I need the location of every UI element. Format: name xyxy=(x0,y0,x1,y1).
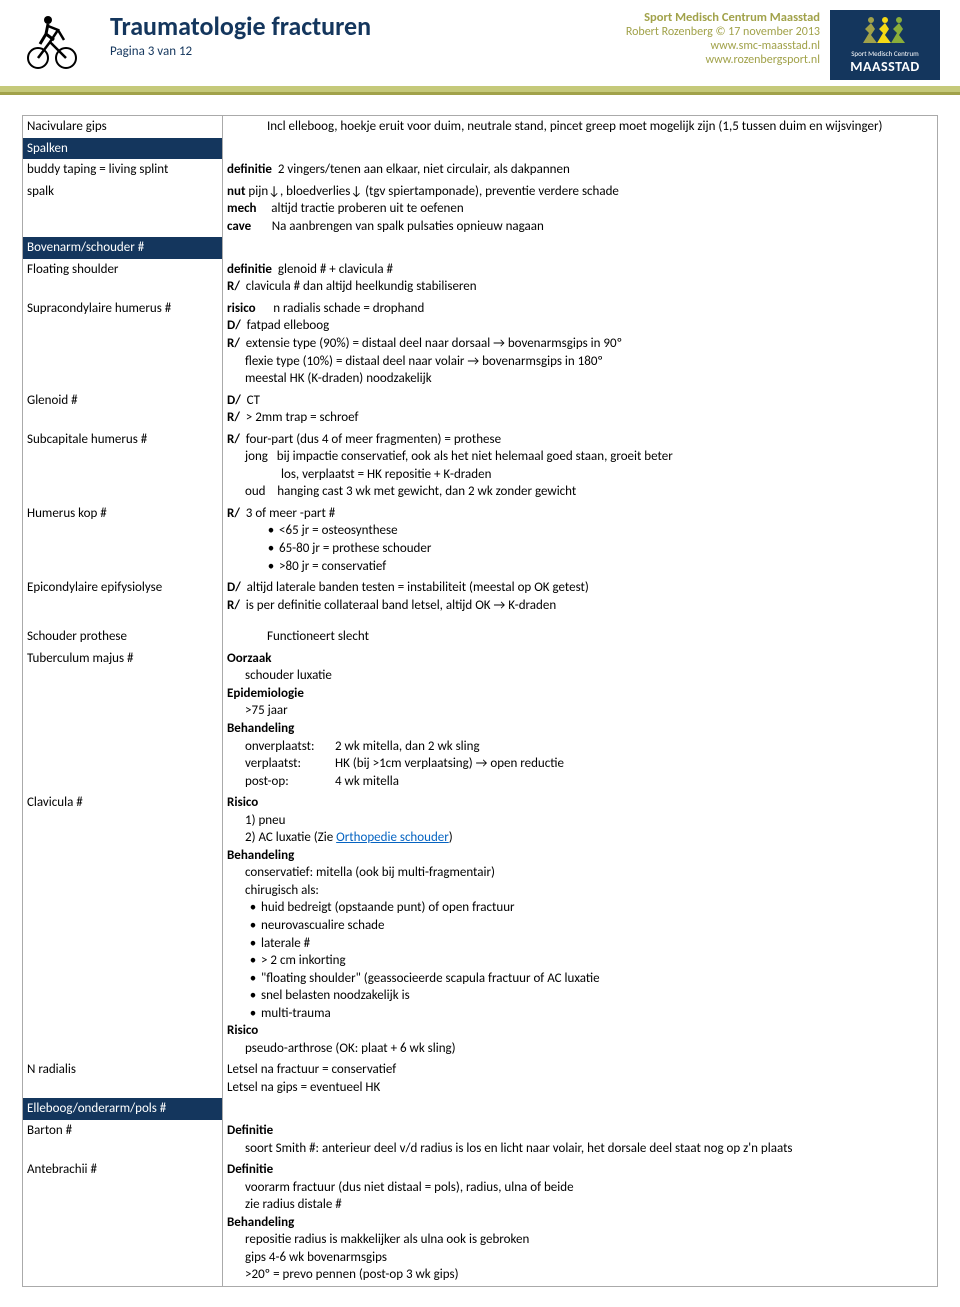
row-label: Subcapitale humerus # xyxy=(23,429,223,503)
row-label: N radialis xyxy=(23,1059,223,1098)
row-content: R/ 3 of meer -part # •<65 jr = osteosynt… xyxy=(223,503,938,577)
table-row: Barton # Definitie soort Smith #: anteri… xyxy=(23,1120,938,1159)
row-label: Epicondylaire epifysiolyse xyxy=(23,577,223,616)
row-label: Clavicula # xyxy=(23,792,223,1059)
section-header: Spalken xyxy=(23,138,223,160)
table-row: Antebrachii # Definitie voorarm fractuur… xyxy=(23,1159,938,1286)
bullet-icon: • xyxy=(263,540,279,558)
bullet-icon: • xyxy=(245,917,261,935)
row-content: Risico 1) pneu 2) AC luxatie (Zie Orthop… xyxy=(223,792,938,1059)
row-content: Oorzaak schouder luxatie Epidemiologie >… xyxy=(223,648,938,792)
row-content: Definitie soort Smith #: anterieur deel … xyxy=(223,1120,938,1159)
title-block: Traumatologie fracturen Pagina 3 van 12 xyxy=(110,10,626,59)
row-content: R/ four-part (dus 4 of meer fragmenten) … xyxy=(223,429,938,503)
runners-icon xyxy=(855,15,915,47)
row-content: nut pijn↓, bloedverlies↓ (tgv spiertampo… xyxy=(223,181,938,238)
bullet-icon: • xyxy=(245,970,261,988)
row-content: D/ CT R/ > 2mm trap = schroef xyxy=(223,390,938,429)
table-row: Glenoid # D/ CT R/ > 2mm trap = schroef xyxy=(23,390,938,429)
logo-subtitle: Sport Medisch Centrum xyxy=(851,49,919,58)
bullet-icon: • xyxy=(245,1005,261,1023)
org-name: Sport Medisch Centrum Maasstad xyxy=(626,10,820,25)
page-title: Traumatologie fracturen xyxy=(110,10,626,42)
table-row: Nacivulare gips Incl elleboog, hoekje er… xyxy=(23,116,938,138)
row-label: Antebrachii # xyxy=(23,1159,223,1286)
row-label: Floating shoulder xyxy=(23,259,223,298)
table-row: spalk nut pijn↓, bloedverlies↓ (tgv spie… xyxy=(23,181,938,238)
table-row: Supracondylaire humerus # risico n radia… xyxy=(23,298,938,390)
fracture-table: Nacivulare gips Incl elleboog, hoekje er… xyxy=(22,115,938,1287)
table-row: Clavicula # Risico 1) pneu 2) AC luxatie… xyxy=(23,792,938,1059)
table-row: Subcapitale humerus # R/ four-part (dus … xyxy=(23,429,938,503)
org-url2: www.rozenbergsport.nl xyxy=(626,53,820,67)
bullet-icon: • xyxy=(245,899,261,917)
row-content: definitie 2 vingers/tenen aan elkaar, ni… xyxy=(223,159,938,181)
org-author: Robert Rozenberg © 17 november 2013 xyxy=(626,25,820,39)
row-label: Humerus kop # xyxy=(23,503,223,577)
table-row: Floating shoulder definitie glenoid # + … xyxy=(23,259,938,298)
row-label: Tuberculum majus # xyxy=(23,648,223,792)
page-number: Pagina 3 van 12 xyxy=(110,44,626,59)
org-url1: www.smc-maasstad.nl xyxy=(626,39,820,53)
logo-box: Sport Medisch Centrum MAASSTAD xyxy=(830,10,940,80)
bullet-icon: • xyxy=(245,935,261,953)
row-content: Functioneert slecht xyxy=(223,626,938,648)
section-header: Elleboog/onderarm/pols # xyxy=(23,1098,223,1120)
row-label: buddy taping = living splint xyxy=(23,159,223,181)
table-row: Humerus kop # R/ 3 of meer -part # •<65 … xyxy=(23,503,938,577)
section-row: Spalken xyxy=(23,138,938,160)
row-content: Definitie voorarm fractuur (dus niet dis… xyxy=(223,1159,938,1286)
table-row: buddy taping = living splint definitie 2… xyxy=(23,159,938,181)
section-row: Elleboog/onderarm/pols # xyxy=(23,1098,938,1120)
table-row: Epicondylaire epifysiolyse D/ altijd lat… xyxy=(23,577,938,616)
row-label: Nacivulare gips xyxy=(23,116,223,138)
row-label: Glenoid # xyxy=(23,390,223,429)
bullet-icon: • xyxy=(263,522,279,540)
orthopedie-link[interactable]: Orthopedie schouder xyxy=(336,830,449,845)
row-content: definitie glenoid # + clavicula # R/ cla… xyxy=(223,259,938,298)
spacer xyxy=(23,616,938,626)
org-info: Sport Medisch Centrum Maasstad Robert Ro… xyxy=(626,10,820,67)
row-content: Incl elleboog, hoekje eruit voor duim, n… xyxy=(223,116,938,138)
section-row: Bovenarm/schouder # xyxy=(23,237,938,259)
cyclist-icon xyxy=(20,10,80,70)
row-content: D/ altijd laterale banden testen = insta… xyxy=(223,577,938,616)
row-label: Schouder prothese xyxy=(23,626,223,648)
row-content: risico n radialis schade = drophand D/ f… xyxy=(223,298,938,390)
page-header: Traumatologie fracturen Pagina 3 van 12 … xyxy=(0,0,960,80)
bullet-icon: • xyxy=(263,558,279,576)
row-label: spalk xyxy=(23,181,223,238)
row-label: Barton # xyxy=(23,1120,223,1159)
row-content: Letsel na fractuur = conservatief Letsel… xyxy=(223,1059,938,1098)
content-area: Nacivulare gips Incl elleboog, hoekje er… xyxy=(0,95,960,1307)
table-row: N radialis Letsel na fractuur = conserva… xyxy=(23,1059,938,1098)
bullet-icon: • xyxy=(245,987,261,1005)
table-row: Schouder prothese Functioneert slecht xyxy=(23,626,938,648)
bullet-icon: • xyxy=(245,952,261,970)
row-label: Supracondylaire humerus # xyxy=(23,298,223,390)
logo-title: MAASSTAD xyxy=(850,58,919,75)
section-header: Bovenarm/schouder # xyxy=(23,237,223,259)
table-row: Tuberculum majus # Oorzaak schouder luxa… xyxy=(23,648,938,792)
